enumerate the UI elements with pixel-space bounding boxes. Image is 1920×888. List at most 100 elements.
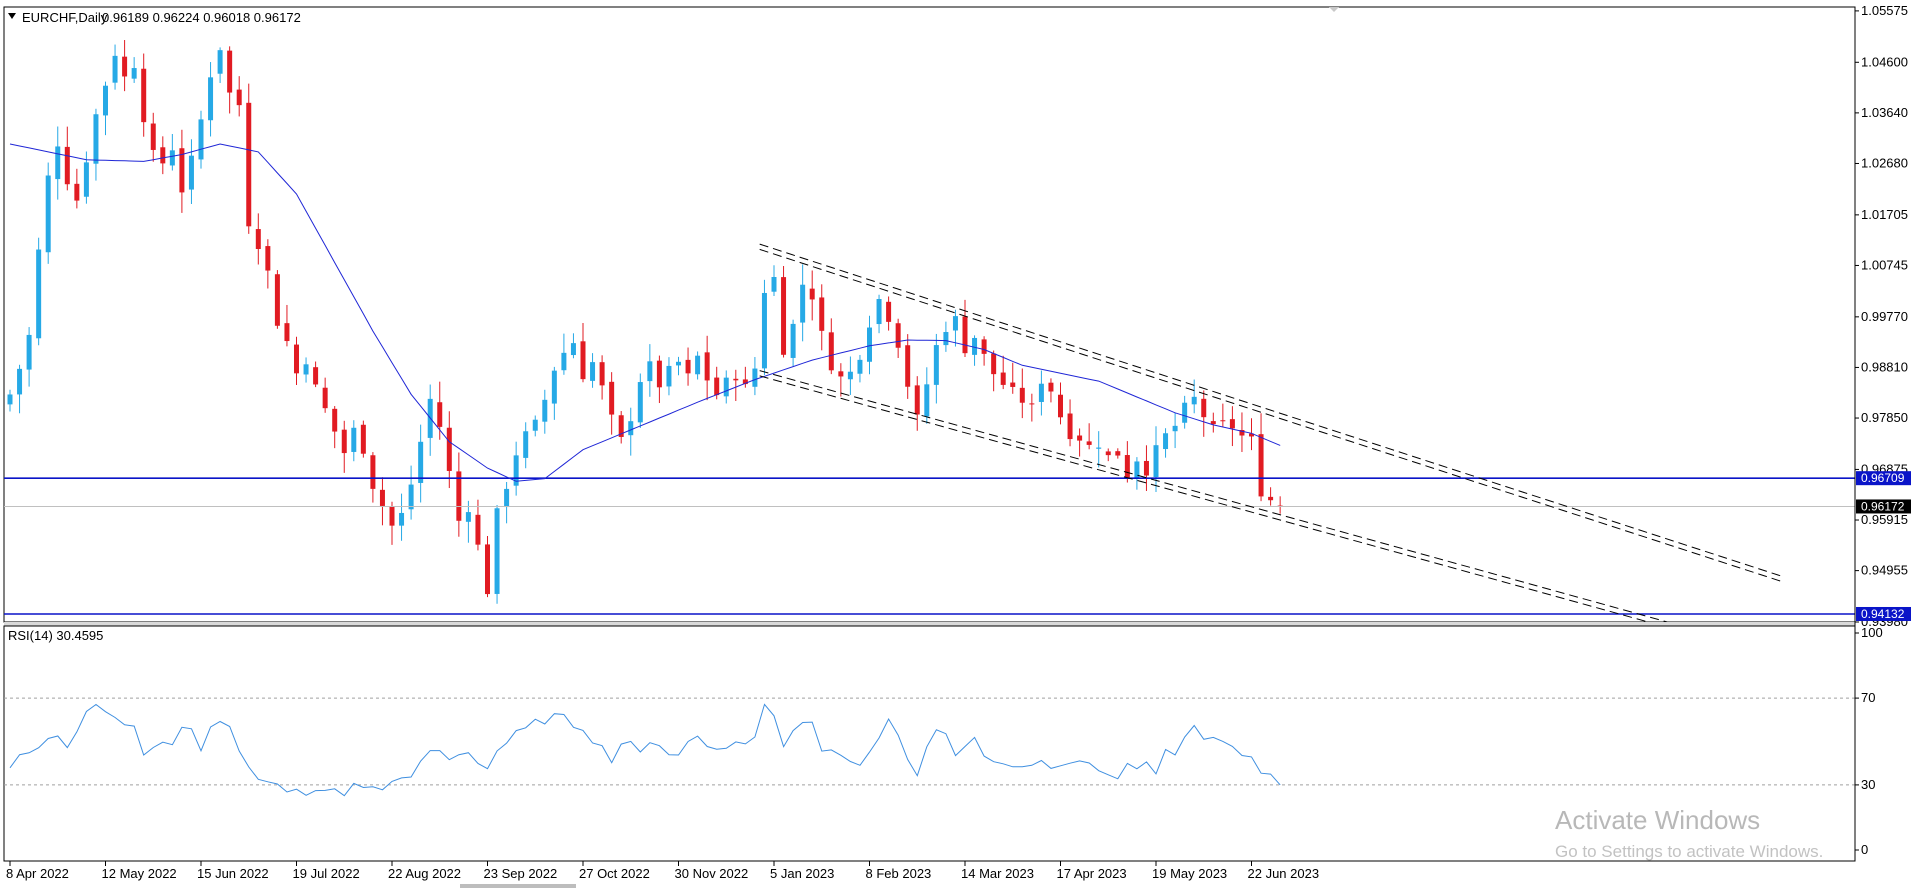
candle-body <box>742 379 748 385</box>
rsi-series-group <box>4 697 1855 797</box>
candle-body <box>389 506 395 526</box>
candle-body <box>647 361 653 382</box>
time-tick-label: 22 Aug 2022 <box>388 866 461 881</box>
candle-body <box>1182 402 1188 423</box>
candle <box>122 40 128 92</box>
candle <box>141 53 147 137</box>
candle-body <box>1124 455 1130 478</box>
candle-body <box>857 359 863 374</box>
dropdown-triangle-icon[interactable] <box>8 13 16 19</box>
channel-trend-line[interactable] <box>759 248 1782 582</box>
rsi-pane: RSI(14) 30.4595 <box>3 625 1856 862</box>
channel-trend-line[interactable] <box>759 375 1782 660</box>
candle <box>1010 362 1016 394</box>
candle-body <box>972 337 978 355</box>
candle-body <box>637 382 643 423</box>
candle-body <box>1096 447 1102 449</box>
candle <box>943 321 949 352</box>
price-tick-label: 0.97850 <box>1861 410 1908 425</box>
candle <box>255 213 261 265</box>
candle <box>456 452 462 537</box>
candle <box>274 270 280 329</box>
candle <box>819 284 825 351</box>
candle <box>399 493 405 541</box>
chart-header: EURCHF,Daily 0.96189 0.96224 0.96018 0.9… <box>8 10 301 25</box>
candle <box>704 335 710 401</box>
candle-body <box>991 353 997 375</box>
candle <box>723 370 729 404</box>
candle <box>332 406 338 449</box>
candle-body <box>456 471 462 521</box>
candle-body <box>781 277 787 355</box>
price-tag: 0.96709 <box>1856 471 1911 486</box>
activation-watermark: Activate Windows Go to Settings to activ… <box>1555 805 1823 861</box>
candle <box>103 81 108 136</box>
candle <box>112 44 118 90</box>
candle-body <box>236 89 242 106</box>
price-axis[interactable]: 1.05575 1.04600 1.03640 1.02680 1.01705 1.007… <box>1854 3 1911 860</box>
candle-body <box>905 345 911 387</box>
candle <box>800 264 806 342</box>
candle <box>408 465 414 520</box>
candle <box>895 318 901 358</box>
candle-body <box>446 427 452 471</box>
candle-body <box>322 387 328 409</box>
candle <box>465 500 471 543</box>
candle <box>628 407 634 456</box>
time-tick-label: 19 Jul 2022 <box>293 866 360 881</box>
candle-body <box>1115 451 1121 456</box>
channel-trend-line[interactable] <box>759 370 1782 655</box>
candle <box>647 344 653 397</box>
candle <box>36 237 42 346</box>
candle-body <box>227 50 233 93</box>
candle <box>1229 406 1235 447</box>
candle-body <box>55 146 61 180</box>
candle <box>17 364 23 414</box>
candle <box>790 319 796 367</box>
watermark-subtitle: Go to Settings to activate Windows. <box>1555 842 1823 861</box>
candle-body <box>36 249 42 339</box>
candle-body <box>714 377 720 396</box>
candle <box>1239 412 1245 452</box>
candle-body <box>45 175 51 253</box>
candle-body <box>523 431 529 458</box>
candle-body <box>399 512 405 526</box>
time-axis[interactable]: 8 Apr 2022 12 May 2022 15 Jun 2022 19 Jul 2… <box>6 861 1319 881</box>
channel-trend-line[interactable] <box>759 243 1782 577</box>
candle <box>991 350 997 392</box>
candle <box>886 296 892 331</box>
candle <box>294 336 299 385</box>
candle <box>771 265 777 297</box>
candle <box>246 83 252 234</box>
shift-marker-icon[interactable] <box>1329 7 1339 12</box>
candle <box>45 162 51 264</box>
symbol-label: EURCHF,Daily <box>22 10 108 25</box>
time-tick-label: 23 Sep 2022 <box>484 866 558 881</box>
price-tag-label: 0.94132 <box>1861 607 1905 621</box>
candle <box>64 126 70 191</box>
candles-group <box>7 40 1283 604</box>
rsi-tick-label: 100 <box>1861 625 1883 640</box>
candle <box>265 239 271 289</box>
candle <box>504 481 510 524</box>
moving-average-line <box>9 143 1281 482</box>
candle <box>1134 457 1140 490</box>
candle <box>561 333 567 375</box>
candle <box>485 535 490 598</box>
candle-body <box>1201 398 1207 418</box>
candle <box>933 333 939 404</box>
pane-separator[interactable] <box>4 622 1855 626</box>
candle-body <box>1134 461 1140 478</box>
candle <box>590 353 596 388</box>
candle <box>360 420 366 458</box>
candle <box>952 309 958 347</box>
scrollbar-thumb[interactable] <box>460 884 576 888</box>
candle-body <box>198 119 204 160</box>
candle-body <box>485 544 490 595</box>
price-tag-box <box>1856 471 1911 486</box>
rsi-axis[interactable]: 100 70 30 0 <box>1855 625 1883 857</box>
candle <box>341 420 347 473</box>
overlays-group <box>4 143 1855 660</box>
candle-body <box>141 68 147 123</box>
candle-body <box>752 368 758 387</box>
